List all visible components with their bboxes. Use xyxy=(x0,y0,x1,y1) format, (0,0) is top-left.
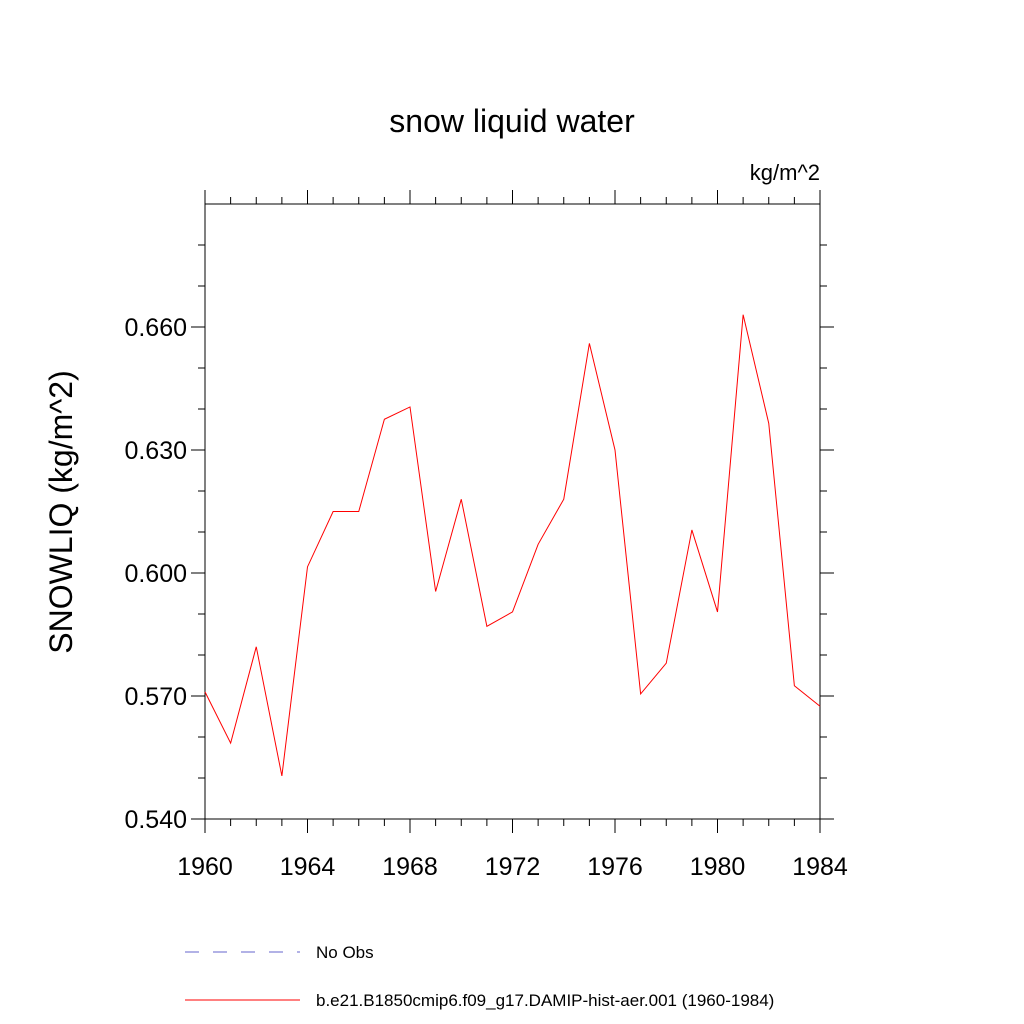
axis-ticks xyxy=(191,190,834,833)
y-tick-label: 0.630 xyxy=(124,437,187,465)
y-tick-label: 0.660 xyxy=(124,314,187,342)
x-tick-label: 1972 xyxy=(485,853,541,881)
chart-title: snow liquid water xyxy=(389,103,635,139)
y-tick-label: 0.570 xyxy=(124,683,187,711)
x-tick-label: 1984 xyxy=(792,853,848,881)
legend-label-model: b.e21.B1850cmip6.f09_g17.DAMIP-hist-aer.… xyxy=(316,991,774,1010)
y-tick-label: 0.540 xyxy=(124,806,187,834)
y-tick-label: 0.600 xyxy=(124,560,187,588)
x-tick-label: 1964 xyxy=(280,853,336,881)
series-line xyxy=(204,314,821,777)
x-tick-label: 1968 xyxy=(382,853,438,881)
x-tick-label: 1976 xyxy=(587,853,643,881)
legend: No Obs b.e21.B1850cmip6.f09_g17.DAMIP-hi… xyxy=(185,943,774,1010)
plot-frame xyxy=(204,203,821,820)
series-layer xyxy=(204,314,821,777)
y-axis-label: SNOWLIQ (kg/m^2) xyxy=(43,370,79,653)
units-label: kg/m^2 xyxy=(750,160,820,185)
x-tick-label: 1960 xyxy=(177,853,233,881)
legend-label-no-obs: No Obs xyxy=(316,943,374,962)
x-tick-label: 1980 xyxy=(690,853,746,881)
axis-tick-labels: 1960 1964 1968 1972 1976 1980 1984 0.540 0.570 0.… xyxy=(124,314,847,881)
